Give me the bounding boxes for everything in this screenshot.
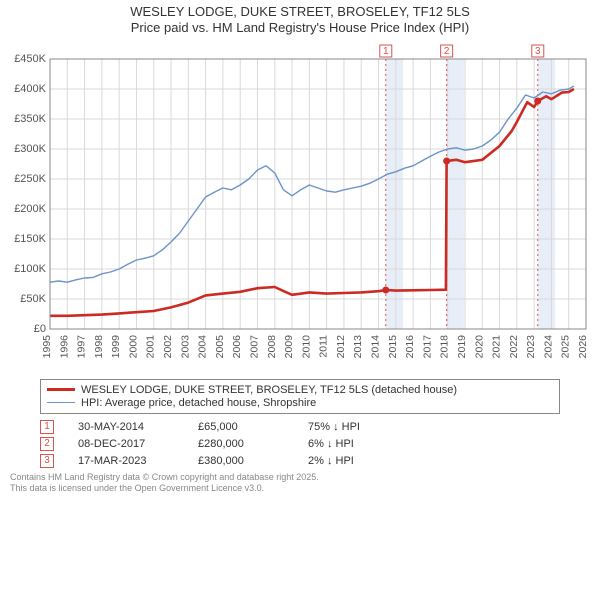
legend-swatch [47,402,75,404]
legend: WESLEY LODGE, DUKE STREET, BROSELEY, TF1… [40,379,560,414]
event-delta: 2% ↓ HPI [308,455,560,467]
legend-swatch [47,388,75,391]
event-date: 17-MAR-2023 [78,455,198,467]
x-tick-label: 2026 [577,334,589,358]
event-marker-num: 2 [444,46,450,57]
series-dot [534,97,541,104]
event-marker-num: 1 [383,46,389,57]
y-tick-label: £200K [14,203,46,215]
x-tick-label: 2009 [283,334,295,358]
y-tick-label: £250K [14,173,46,185]
y-tick-label: £450K [14,53,46,65]
x-tick-label: 2003 [179,334,191,358]
y-tick-label: £150K [14,233,46,245]
x-tick-label: 2024 [542,334,554,358]
x-tick-label: 2007 [248,334,260,358]
y-tick-label: £300K [14,143,46,155]
event-date: 08-DEC-2017 [78,438,198,450]
x-tick-label: 1999 [110,334,122,358]
x-tick-label: 2021 [491,334,503,358]
shaded-band [447,59,464,329]
event-row: 1 30-MAY-2014£65,00075% ↓ HPI [40,420,560,434]
legend-row: HPI: Average price, detached house, Shro… [47,397,553,409]
x-tick-label: 2013 [352,334,364,358]
event-delta: 75% ↓ HPI [308,421,560,433]
title-line1: WESLEY LODGE, DUKE STREET, BROSELEY, TF1… [0,4,600,20]
title-line2: Price paid vs. HM Land Registry's House … [0,20,600,36]
x-tick-label: 2006 [231,334,243,358]
x-tick-label: 2008 [266,334,278,358]
x-tick-label: 2005 [214,334,226,358]
x-tick-label: 2012 [335,334,347,358]
x-tick-label: 2010 [300,334,312,358]
x-tick-label: 2022 [508,334,520,358]
event-num-box: 2 [40,437,54,451]
event-price: £380,000 [198,455,308,467]
x-tick-label: 2014 [370,334,382,358]
legend-row: WESLEY LODGE, DUKE STREET, BROSELEY, TF1… [47,384,553,396]
legend-label: HPI: Average price, detached house, Shro… [81,397,316,409]
x-tick-label: 2002 [162,334,174,358]
y-tick-label: £350K [14,113,46,125]
y-tick-label: £50K [20,293,46,305]
x-tick-label: 2011 [318,334,330,357]
x-tick-label: 2001 [145,334,157,358]
x-tick-label: 1996 [58,334,70,358]
event-row: 3 17-MAR-2023£380,0002% ↓ HPI [40,454,560,468]
x-tick-label: 1995 [41,334,53,358]
x-tick-label: 2016 [404,334,416,358]
legend-label: WESLEY LODGE, DUKE STREET, BROSELEY, TF1… [81,384,457,396]
footer-line2: This data is licensed under the Open Gov… [10,483,590,494]
y-tick-label: £400K [14,83,46,95]
x-tick-label: 1998 [93,334,105,358]
event-marker-num: 3 [535,46,541,57]
x-tick-label: 2025 [560,334,572,358]
footer: Contains HM Land Registry data © Crown c… [10,472,590,495]
chart-svg: 1 2 3 £0 £50K £100K £150K £200K £250K £300K £350K £… [8,43,592,373]
event-date: 30-MAY-2014 [78,421,198,433]
x-tick-label: 2004 [197,334,209,358]
event-price: £65,000 [198,421,308,433]
series-dot [382,286,389,293]
y-tick-label: £100K [14,263,46,275]
x-tick-label: 2018 [439,334,451,358]
x-tick-label: 2019 [456,334,468,358]
event-num-box: 3 [40,454,54,468]
x-tick-label: 2020 [473,334,485,358]
x-tick-label: 2015 [387,334,399,358]
event-price: £280,000 [198,438,308,450]
chart-title: WESLEY LODGE, DUKE STREET, BROSELEY, TF1… [0,4,600,37]
event-table: 1 30-MAY-2014£65,00075% ↓ HPI 2 08-DEC-2017… [40,420,560,468]
footer-line1: Contains HM Land Registry data © Crown c… [10,472,590,483]
x-tick-label: 2023 [525,334,537,358]
series-dot [443,157,450,164]
event-delta: 6% ↓ HPI [308,438,560,450]
x-tick-label: 2017 [421,334,433,358]
event-num-box: 1 [40,420,54,434]
y-tick-label: £0 [34,323,46,335]
x-tick-label: 2000 [127,334,139,358]
x-tick-label: 1997 [76,334,88,358]
chart-area: 1 2 3 £0 £50K £100K £150K £200K £250K £300K £350K £… [8,43,592,373]
event-row: 2 08-DEC-2017£280,0006% ↓ HPI [40,437,560,451]
